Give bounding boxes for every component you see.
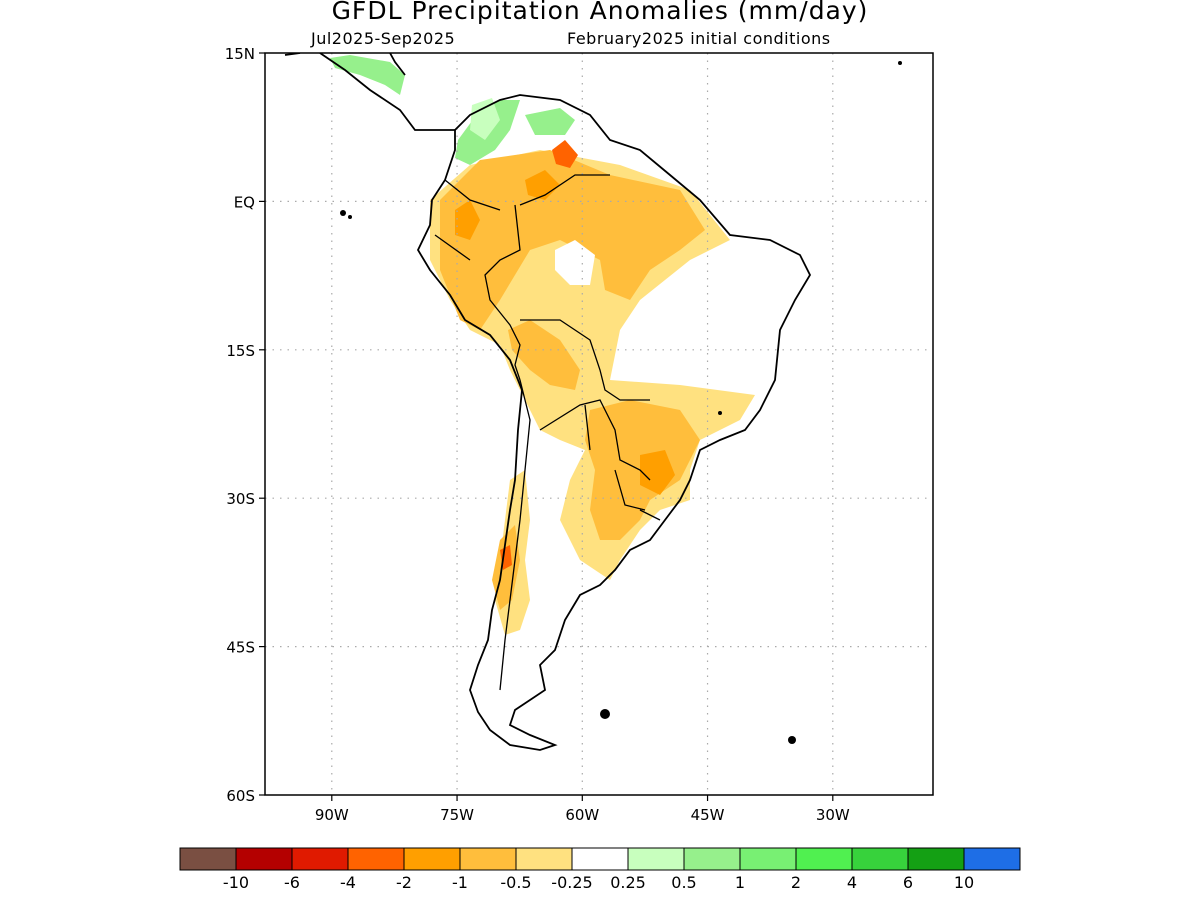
colorbar-label: 2: [791, 873, 801, 892]
colorbar-label: -1: [452, 873, 468, 892]
map-frame: [264, 52, 934, 796]
colorbar-swatch: [571, 847, 629, 871]
lat-tick-label: 60S: [226, 787, 255, 805]
colorbar: -10 -6 -4 -2 -1 -0.5 -0.25 0.25 0.5 1 2 4 6 10: [179, 847, 1021, 892]
lat-tick-label: 30S: [226, 490, 255, 508]
anomaly-spot-dark-orange-2: [525, 170, 560, 200]
anomaly-spot-red-orange-1: [552, 140, 578, 168]
anomaly-spot-dark-orange-3: [640, 450, 675, 495]
anomaly-region-orange: [440, 150, 705, 330]
anomaly-region-green-venezuela: [525, 108, 575, 135]
colorbar-swatch: [235, 847, 293, 871]
colorbar-label: 0.5: [671, 873, 696, 892]
colorbar-swatch: [683, 847, 741, 871]
islands: [340, 61, 902, 744]
anomaly-region-neutral: [555, 240, 595, 285]
colorbar-swatch: [291, 847, 349, 871]
country-borders: [434, 174, 661, 691]
anomaly-region-orange-bolivia: [508, 320, 580, 390]
anomaly-shading: [330, 55, 755, 635]
colorbar-swatch: [627, 847, 685, 871]
south-america-coastline: [416, 94, 812, 751]
colorbar-swatch: [403, 847, 461, 871]
colorbar-swatch: [347, 847, 405, 871]
lon-tick-label: 45W: [691, 806, 725, 824]
colorbar-label: -0.25: [551, 873, 592, 892]
colorbar-swatch: [851, 847, 909, 871]
lon-tick-label: 30W: [816, 806, 850, 824]
colorbar-label: -10: [223, 873, 249, 892]
colorbar-label: -2: [396, 873, 412, 892]
colorbar-label: 10: [954, 873, 974, 892]
longitude-ticks: 90W 75W 60W 45W 30W: [315, 795, 850, 824]
anomaly-region-light-green-colombia: [470, 98, 500, 140]
colorbar-label: -0.5: [500, 873, 531, 892]
lat-tick-label: EQ: [234, 193, 255, 211]
colorbar-label: 4: [847, 873, 857, 892]
lat-tick-label: 45S: [226, 639, 255, 657]
colorbar-label: -4: [340, 873, 356, 892]
anomaly-spot-dark-orange-1: [455, 200, 480, 240]
colorbar-swatch: [179, 847, 237, 871]
anomaly-region-green-central-america: [330, 55, 405, 95]
map-plot-area: [265, 53, 933, 795]
colorbar-swatch: [963, 847, 1021, 871]
colorbar-swatch: [907, 847, 965, 871]
colorbar-swatch: [515, 847, 573, 871]
colorbar-swatch: [795, 847, 853, 871]
lon-tick-label: 90W: [315, 806, 349, 824]
colorbar-label: 1: [735, 873, 745, 892]
colorbar-label: 0.25: [610, 873, 646, 892]
colorbar-swatch: [459, 847, 517, 871]
lat-tick-label: 15N: [225, 45, 255, 63]
initial-conditions: February2025 initial conditions: [567, 29, 831, 48]
latitude-ticks: 15N EQ 15S 30S 45S 60S: [225, 45, 265, 805]
lat-tick-label: 15S: [226, 342, 255, 360]
forecast-period: Jul2025-Sep2025: [311, 29, 456, 48]
lon-tick-label: 60W: [565, 806, 599, 824]
colorbar-label: 6: [903, 873, 913, 892]
colorbar-label: -6: [284, 873, 300, 892]
lon-tick-label: 75W: [440, 806, 474, 824]
map-title: GFDL Precipitation Anomalies (mm/day): [331, 0, 869, 25]
colorbar-swatch: [739, 847, 797, 871]
